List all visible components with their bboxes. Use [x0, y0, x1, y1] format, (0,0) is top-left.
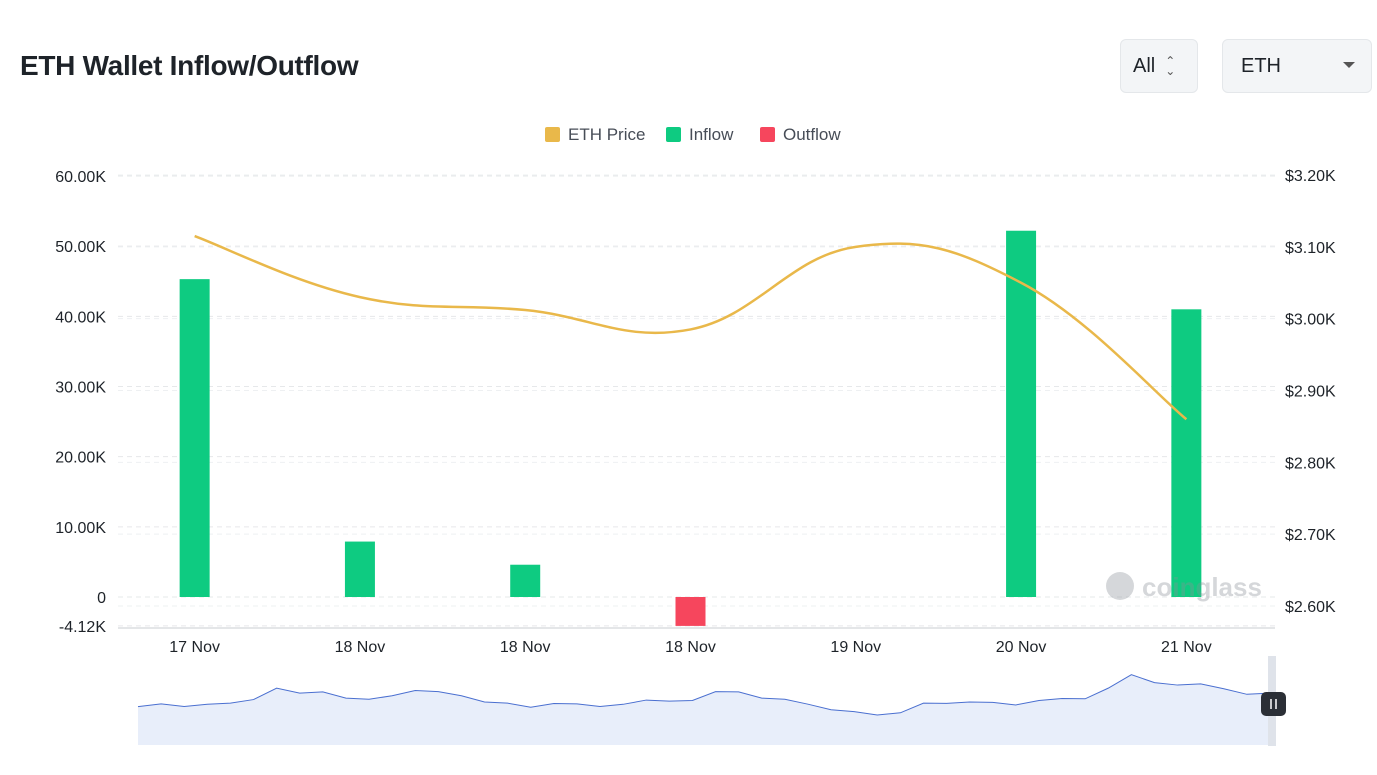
left-tick-label: -4.12K [59, 619, 106, 636]
x-tick-label: 18 Nov [665, 639, 716, 656]
legend-item-outflow: Outflow [760, 125, 841, 144]
navigator-area [138, 674, 1270, 745]
inflow-bar [1171, 309, 1202, 597]
legend-swatch [666, 127, 681, 142]
legend-item-inflow: Inflow [666, 125, 734, 144]
x-axis: 17 Nov 18 Nov 18 Nov 18 Nov 19 Nov 20 Nov 21 N… [118, 627, 1275, 656]
bar-series [179, 230, 1202, 626]
range-navigator [137, 656, 1286, 746]
x-tick-label: 19 Nov [830, 639, 881, 656]
x-tick-label: 21 Nov [1161, 639, 1212, 656]
up-down-chevron-icon: ⌃ ⌄ [1165, 54, 1176, 78]
right-tick-label: $3.00K [1285, 312, 1336, 329]
navigator-handle[interactable] [1261, 692, 1286, 716]
left-y-axis: 60.00K 50.00K 40.00K 30.00K 20.00K 10.00K 0 -4.… [55, 169, 106, 636]
x-tick-label: 17 Nov [169, 639, 220, 656]
x-tick-label: 18 Nov [500, 639, 551, 656]
page-title: ETH Wallet Inflow/Outflow [20, 50, 359, 81]
left-tick-label: 0 [97, 590, 106, 607]
legend-label: Inflow [689, 125, 734, 144]
right-tick-label: $2.70K [1285, 527, 1336, 544]
left-tick-label: 10.00K [55, 520, 106, 537]
right-tick-label: $3.20K [1285, 168, 1336, 185]
time-range-select[interactable]: All ⌃ ⌄ [1120, 39, 1198, 93]
x-tick-label: 20 Nov [996, 639, 1047, 656]
inflow-bar [344, 541, 375, 597]
navigator-line [137, 674, 1271, 716]
left-tick-label: 40.00K [55, 309, 106, 326]
left-tick-label: 50.00K [55, 239, 106, 256]
left-tick-label: 30.00K [55, 380, 106, 397]
right-y-axis: $3.20K $3.10K $3.00K $2.90K $2.80K $2.70K $2.6… [1285, 168, 1336, 616]
watermark-text: coinglass [1142, 572, 1262, 602]
inflow-bar [179, 279, 210, 597]
chart-legend: ETH Price Inflow Outflow [545, 125, 841, 144]
right-tick-label: $3.10K [1285, 240, 1336, 257]
x-tick-label: 18 Nov [335, 639, 386, 656]
legend-swatch [760, 127, 775, 142]
price-line-series [194, 234, 1188, 421]
coin-select[interactable]: ETH [1222, 39, 1372, 93]
right-tick-label: $2.90K [1285, 384, 1336, 401]
legend-item-eth-price: ETH Price [545, 125, 645, 144]
eth-price-line [194, 234, 1188, 421]
grid-lines [118, 174, 1275, 627]
coinglass-logo-icon [1106, 572, 1134, 600]
coin-select-value: ETH [1241, 54, 1281, 77]
legend-label: ETH Price [568, 125, 645, 144]
coinglass-watermark: coinglass [1106, 572, 1262, 602]
inflow-bar [510, 564, 541, 597]
outflow-bar [675, 597, 706, 626]
time-range-value: All [1133, 54, 1156, 77]
left-tick-label: 60.00K [55, 169, 106, 186]
right-tick-label: $2.60K [1285, 599, 1336, 616]
legend-swatch [545, 127, 560, 142]
left-tick-label: 20.00K [55, 450, 106, 467]
caret-down-icon [1343, 62, 1355, 68]
right-tick-label: $2.80K [1285, 455, 1336, 472]
legend-label: Outflow [783, 125, 841, 144]
inflow-bar [1006, 230, 1037, 598]
